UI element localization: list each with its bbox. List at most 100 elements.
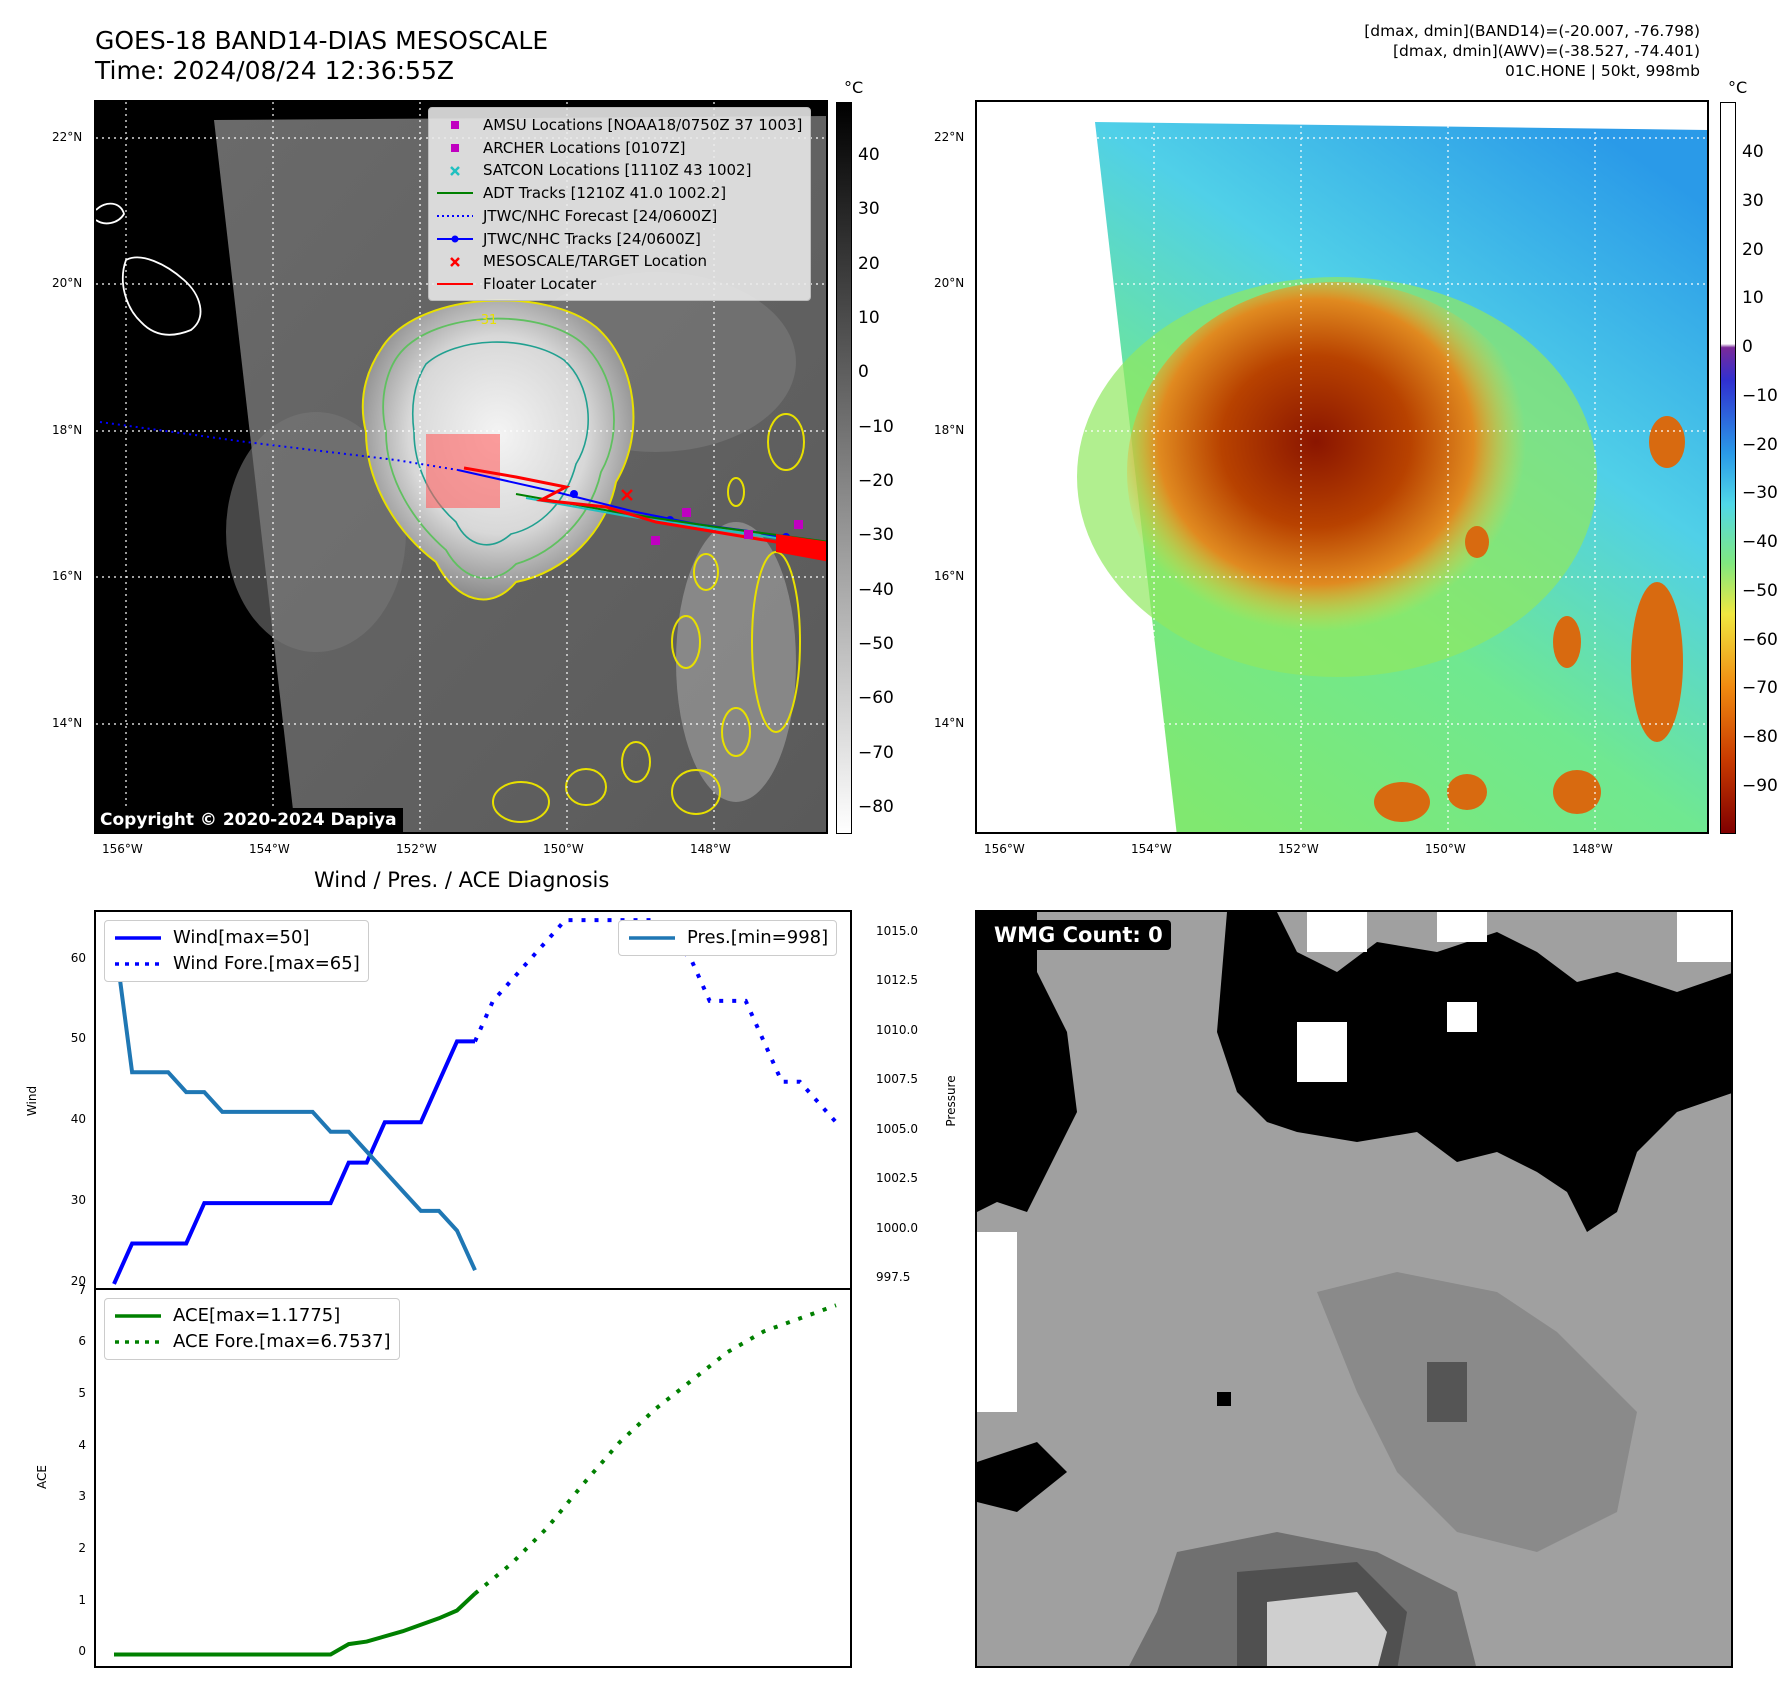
ace-ytick-2: 2 — [78, 1541, 86, 1556]
lat-tick-16-right: 16°N — [934, 569, 965, 583]
legend-wind: Wind[max=50] — [115, 927, 310, 948]
wind-line — [112, 1039, 475, 1285]
pressure-line — [112, 933, 477, 1272]
pressure-ytick-4: 1007.5 — [876, 1072, 918, 1087]
figure-time: Time: 2024/08/24 12:36:55Z — [95, 56, 454, 85]
colorbar-right-tick-11: −70 — [1742, 678, 1778, 699]
colorbar-left-tick-6: −20 — [858, 471, 894, 491]
colorbar-right-tick-6: −20 — [1742, 434, 1778, 455]
pressure-legend: Pres.[min=998] — [618, 920, 838, 956]
colorbar-right-tick-13: −90 — [1742, 776, 1778, 796]
lat-tick-22-left: 22°N — [52, 130, 83, 144]
wind-ytick-0: 20 — [70, 1273, 86, 1288]
ace-ytick-6: 6 — [78, 1334, 86, 1349]
figure-title: GOES-18 BAND14-DIAS MESOSCALE — [95, 26, 549, 55]
ace-line — [114, 1592, 477, 1657]
colorbar-right-tick-12: −80 — [1742, 727, 1778, 748]
colorbar-right — [1720, 102, 1736, 834]
colorbar-right-unit: °C — [1728, 78, 1748, 97]
colorbar-left-tick-9: −50 — [858, 634, 894, 654]
colorbar-left-unit: °C — [844, 78, 864, 97]
diagnosis-title: Wind / Pres. / ACE Diagnosis — [314, 868, 610, 892]
lat-tick-16-left: 16°N — [52, 569, 83, 583]
info-band14: [dmax, dmin](BAND14)=(-20.007, -76.798) — [1364, 22, 1700, 40]
awv-map-image — [977, 102, 1707, 832]
lat-tick-20-right: 20°N — [934, 276, 965, 290]
wind-ytick-3: 50 — [70, 1031, 86, 1046]
lon-tick-150-right: 150°W — [1425, 842, 1466, 856]
lon-tick-152-right: 152°W — [1278, 842, 1319, 856]
ace-ytick-5: 5 — [78, 1385, 86, 1400]
colorbar-right-tick-5: −10 — [1742, 385, 1778, 406]
wind-ytick-2: 40 — [70, 1112, 86, 1127]
ace-forecast-line — [473, 1303, 837, 1596]
lon-tick-156-right: 156°W — [984, 842, 1025, 856]
pressure-ytick-7: 1015.0 — [876, 923, 918, 938]
wind-pressure-plot — [112, 918, 838, 1285]
pressure-ytick-3: 1005.0 — [876, 1121, 918, 1136]
colorbar-right-tick-3: 10 — [1742, 288, 1764, 309]
legend-item-amsu: AMSU Locations [NOAA18/0750Z 37 1003] — [437, 114, 802, 137]
wind-ytick-1: 30 — [70, 1193, 86, 1208]
lat-tick-22-right: 22°N — [934, 130, 965, 144]
wmg-panel — [975, 910, 1733, 1668]
pressure-ytick-1: 1000.0 — [876, 1220, 918, 1235]
pressure-ytick-0: 997.5 — [876, 1270, 911, 1285]
ace-ytick-4: 4 — [78, 1437, 86, 1452]
lon-tick-152-left: 152°W — [396, 842, 437, 856]
lon-tick-150-left: 150°W — [543, 842, 584, 856]
wmg-count-badge: WMG Count: 0 — [986, 920, 1171, 950]
colorbar-left-tick-8: −40 — [858, 579, 894, 600]
pressure-ytick-6: 1012.5 — [876, 973, 918, 988]
lon-tick-148-right: 148°W — [1572, 842, 1613, 856]
pressure-ytick-5: 1010.0 — [876, 1022, 918, 1037]
lon-tick-148-left: 148°W — [690, 842, 731, 856]
legend-item-floater: Floater Locater — [437, 274, 597, 293]
legend-item-satcon: SATCON Locations [1110Z 43 1002] — [437, 159, 802, 182]
ace-axis-label: ACE — [35, 1465, 49, 1489]
legend-ace-forecast: ACE Fore.[max=6.7537] — [115, 1331, 391, 1352]
colorbar-right-tick-10: −60 — [1742, 629, 1778, 650]
ace-chart — [94, 1288, 852, 1668]
wind-forecast-line — [473, 918, 838, 1124]
copyright-label: Copyright © 2020-2024 Dapiya — [94, 808, 403, 832]
lon-tick-154-right: 154°W — [1131, 842, 1172, 856]
colorbar-left-tick-12: −80 — [858, 797, 894, 817]
map-legend: AMSU Locations [NOAA18/0750Z 37 1003] AR… — [428, 107, 812, 301]
colorbar-right-tick-4: 0 — [1742, 337, 1753, 358]
colorbar-left-tick-2: 20 — [858, 253, 880, 274]
wind-axis-label: Wind — [25, 1085, 39, 1117]
colorbar-right-tick-1: 30 — [1742, 190, 1764, 211]
colorbar-right-tick-8: −40 — [1742, 532, 1778, 553]
forecast-track — [99, 421, 459, 471]
colorbar-left-tick-4: 0 — [858, 362, 869, 383]
svg-text:-31: -31 — [476, 313, 497, 328]
lat-tick-18-right: 18°N — [934, 423, 965, 437]
awv-map-panel — [975, 100, 1709, 834]
colorbar-left — [836, 102, 852, 834]
legend-pressure: Pres.[min=998] — [629, 927, 829, 948]
colorbar-left-tick-11: −70 — [858, 742, 894, 763]
colorbar-right-tick-0: 40 — [1742, 142, 1764, 162]
legend-item-forecast: JTWC/NHC Forecast [24/0600Z] — [437, 206, 718, 225]
lon-tick-156-left: 156°W — [102, 842, 143, 856]
legend-item-adt: ADT Tracks [1210Z 41.0 1002.2] — [437, 184, 727, 203]
lat-tick-14-left: 14°N — [52, 716, 83, 730]
legend-item-archer: ARCHER Locations [0107Z] — [437, 137, 802, 160]
ace-ytick-1: 1 — [78, 1592, 86, 1607]
info-awv: [dmax, dmin](AWV)=(-38.527, -74.401) — [1393, 42, 1700, 60]
legend-item-target: MESOSCALE/TARGET Location — [437, 250, 802, 273]
ace-legend: ACE[max=1.1775] ACE Fore.[max=6.7537] — [104, 1298, 400, 1360]
ace-ytick-7: 7 — [78, 1282, 86, 1297]
legend-ace: ACE[max=1.1775] — [115, 1305, 341, 1326]
colorbar-left-tick-7: −30 — [858, 525, 894, 546]
wind-legend: Wind[max=50] Wind Fore.[max=65] — [104, 920, 369, 982]
colorbar-right-tick-7: −30 — [1742, 483, 1778, 504]
colorbar-left-tick-1: 30 — [858, 199, 880, 220]
lon-tick-154-left: 154°W — [249, 842, 290, 856]
legend-wind-forecast: Wind Fore.[max=65] — [115, 953, 360, 974]
colorbar-right-tick-9: −50 — [1742, 580, 1778, 601]
floater-track — [463, 466, 826, 555]
info-storm: 01C.HONE | 50kt, 998mb — [1505, 62, 1700, 80]
ace-ytick-0: 0 — [78, 1644, 86, 1659]
